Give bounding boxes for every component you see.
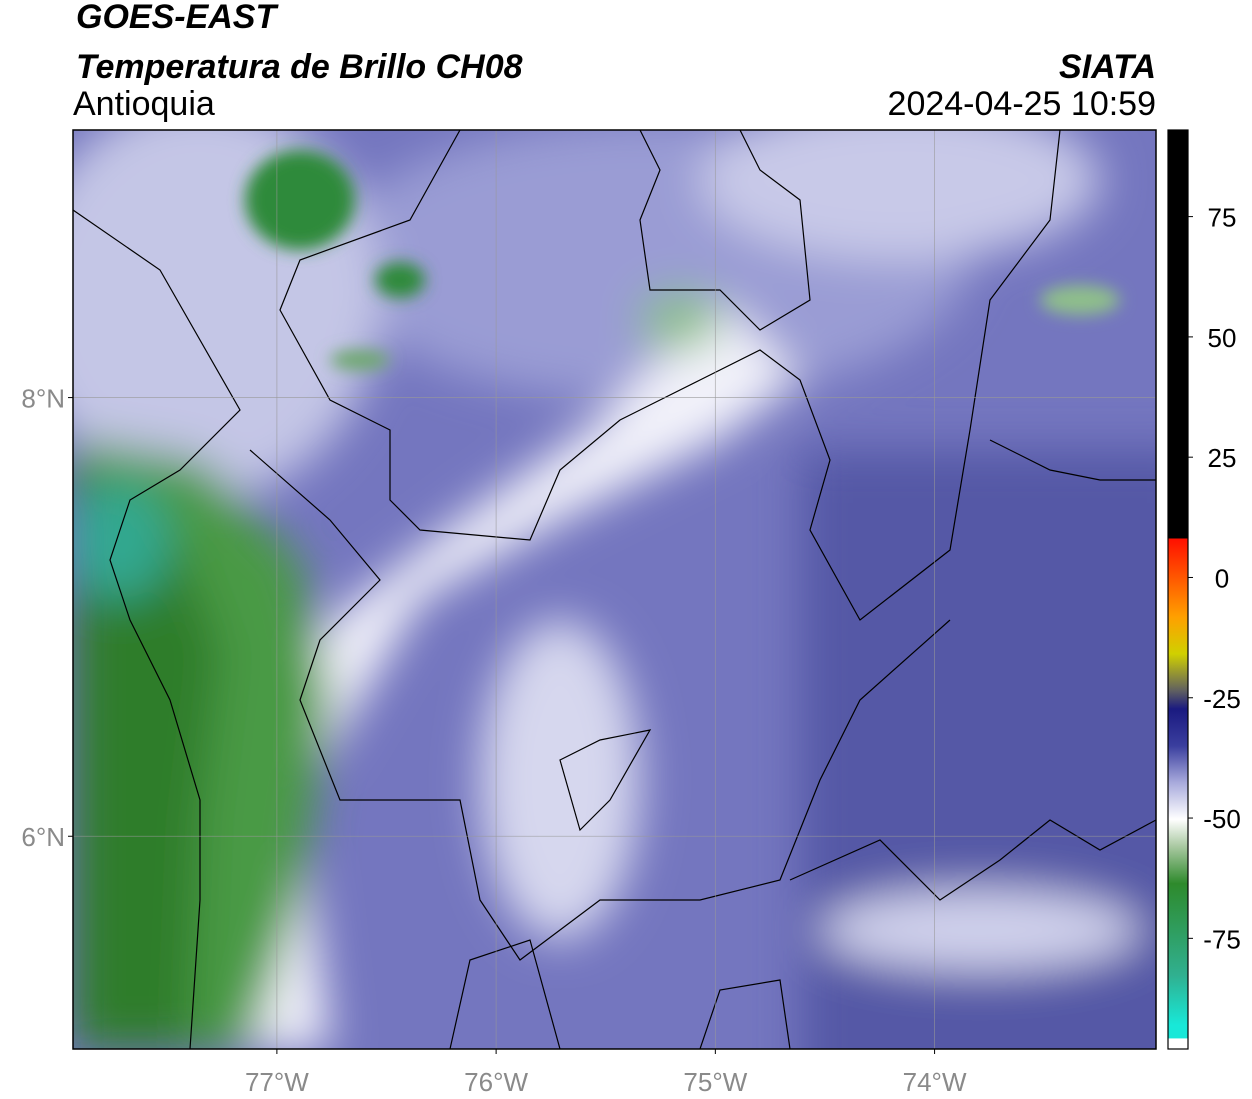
colorbar-tick-label: -50: [1203, 804, 1241, 834]
subtitle: Temperatura de Brillo CH08: [76, 48, 523, 86]
colorbar-tick-label: -25: [1203, 684, 1241, 714]
x-tick-label: 75°W: [683, 1067, 747, 1097]
map-frame: [72, 129, 1157, 1050]
colorbar-tick-label: 75: [1208, 203, 1237, 233]
datetime: 2024-04-25 10:59: [888, 85, 1156, 123]
x-tick-label: 74°W: [903, 1067, 967, 1097]
title: GOES-EAST: [76, 0, 279, 36]
region: Antioquia: [73, 85, 215, 123]
colorbar: [1167, 129, 1189, 1050]
source: SIATA: [1059, 48, 1156, 86]
y-tick-label: 6°N: [21, 822, 65, 852]
satellite-image: [73, 130, 1156, 1049]
colorbar-tick-label: 25: [1208, 443, 1237, 473]
y-tick-label: 8°N: [21, 384, 65, 414]
x-tick-label: 76°W: [464, 1067, 528, 1097]
colorbar-tick-label: 50: [1208, 323, 1237, 353]
colorbar-tick-label: 0: [1215, 563, 1229, 593]
x-tick-label: 77°W: [245, 1067, 309, 1097]
colorbar-tick-label: -75: [1203, 924, 1241, 954]
